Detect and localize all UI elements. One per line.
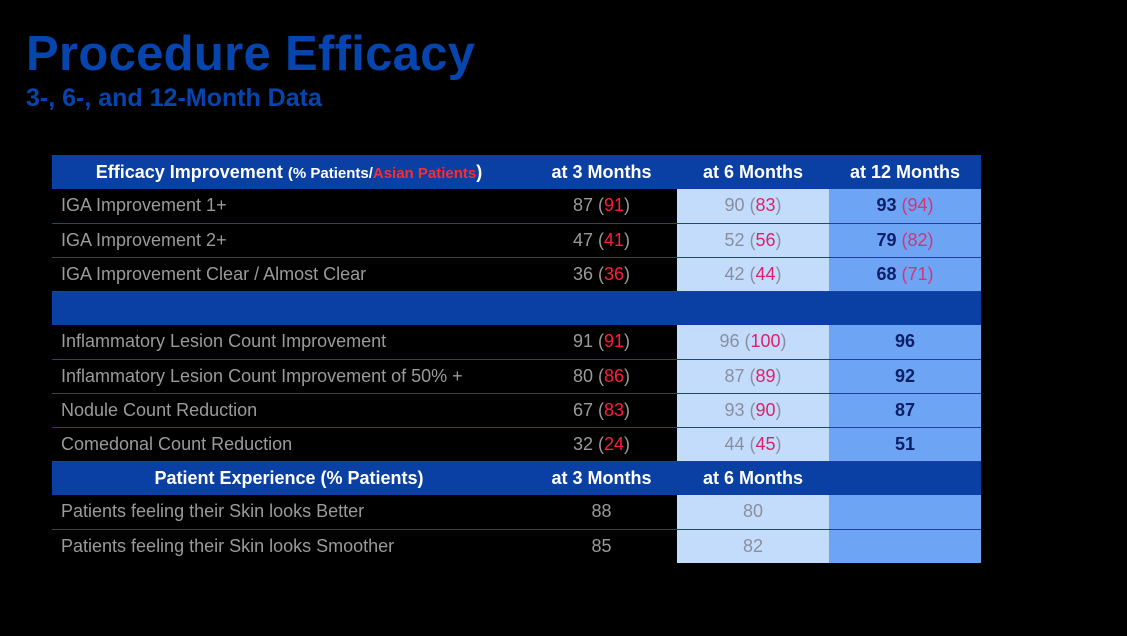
value-12-months: 87 <box>829 393 981 428</box>
row-label: IGA Improvement 2+ <box>52 223 526 258</box>
header-6-months: at 6 Months <box>677 155 829 189</box>
row-label: Patients feeling their Skin looks Smooth… <box>61 535 395 556</box>
table-row: Inflammatory Lesion Count Improvement of… <box>52 359 981 394</box>
asian-patients-label: Asian Patients <box>372 164 477 182</box>
value-6-months: 90 (83) <box>677 189 829 224</box>
experience-header-label: Patient Experience (% Patients) <box>52 461 526 495</box>
experience-header-row: Patient Experience (% Patients) at 3 Mon… <box>52 461 981 495</box>
header-6-months: at 6 Months <box>677 461 829 495</box>
table-row: IGA Improvement 2+ 47 (41) 52 (56) 79 (8… <box>52 223 981 258</box>
value-3-months: 88 <box>526 495 677 530</box>
table-row: Patients feeling their Skin looks Smooth… <box>52 529 981 563</box>
row-label: Nodule Count Reduction <box>52 393 526 428</box>
value-6-months: 96 (100) <box>677 325 829 360</box>
value-6-months: 80 <box>677 495 829 530</box>
value-6-months: 52 (56) <box>677 223 829 258</box>
value-3-months: 91 (91) <box>526 325 677 360</box>
value-3-months: 87 (91) <box>526 189 677 224</box>
table-row: Nodule Count Reduction 67 (83) 93 (90) 8… <box>52 393 981 428</box>
efficacy-header-label: Efficacy Improvement (% Patients/Asian P… <box>52 155 526 189</box>
row-label: Inflammatory Lesion Count Improvement <box>52 325 526 360</box>
row-label: IGA Improvement 1+ <box>52 189 526 224</box>
table-row: IGA Improvement 1+ 87 (91) 90 (83) 93 (9… <box>52 189 981 224</box>
value-12-months: 51 <box>829 427 981 462</box>
header-3-months: at 3 Months <box>526 155 677 189</box>
row-label: Inflammatory Lesion Count Improvement of… <box>52 359 526 394</box>
value-3-months: 32 (24) <box>526 427 677 462</box>
efficacy-table: Efficacy Improvement (% Patients/Asian P… <box>52 155 981 563</box>
value-12-months-empty <box>829 529 981 563</box>
section-divider-band <box>52 291 981 325</box>
value-6-months: 93 (90) <box>677 393 829 428</box>
value-12-months: 68 (71) <box>829 257 981 292</box>
value-3-months: 85 <box>526 529 677 563</box>
header-empty <box>829 461 981 495</box>
header-3-months: at 3 Months <box>526 461 677 495</box>
value-3-months: 36 (36) <box>526 257 677 292</box>
row-label: Patients feeling their Skin looks Better <box>52 495 526 530</box>
value-12-months: 93 (94) <box>829 189 981 224</box>
row-label: Comedonal Count Reduction <box>52 427 526 462</box>
header-12-months: at 12 Months <box>829 155 981 189</box>
table-row: Comedonal Count Reduction 32 (24) 44 (45… <box>52 427 981 462</box>
value-6-months: 87 (89) <box>677 359 829 394</box>
value-12-months-empty <box>829 495 981 530</box>
efficacy-header-row: Efficacy Improvement (% Patients/Asian P… <box>52 155 981 189</box>
table-row: IGA Improvement Clear / Almost Clear 36 … <box>52 257 981 292</box>
value-3-months: 67 (83) <box>526 393 677 428</box>
value-3-months: 47 (41) <box>526 223 677 258</box>
value-6-months: 44 (45) <box>677 427 829 462</box>
value-12-months: 96 <box>829 325 981 360</box>
page-title: Procedure Efficacy <box>26 27 476 81</box>
value-12-months: 79 (82) <box>829 223 981 258</box>
table-row: Patients feeling their Skin looks Better… <box>52 495 981 530</box>
value-6-months: 82 <box>677 529 829 563</box>
page-subtitle: 3-, 6-, and 12-Month Data <box>26 84 322 112</box>
value-12-months: 92 <box>829 359 981 394</box>
value-6-months: 42 (44) <box>677 257 829 292</box>
table-row: Inflammatory Lesion Count Improvement 91… <box>52 325 981 360</box>
value-3-months: 80 (86) <box>526 359 677 394</box>
row-label: IGA Improvement Clear / Almost Clear <box>52 257 526 292</box>
